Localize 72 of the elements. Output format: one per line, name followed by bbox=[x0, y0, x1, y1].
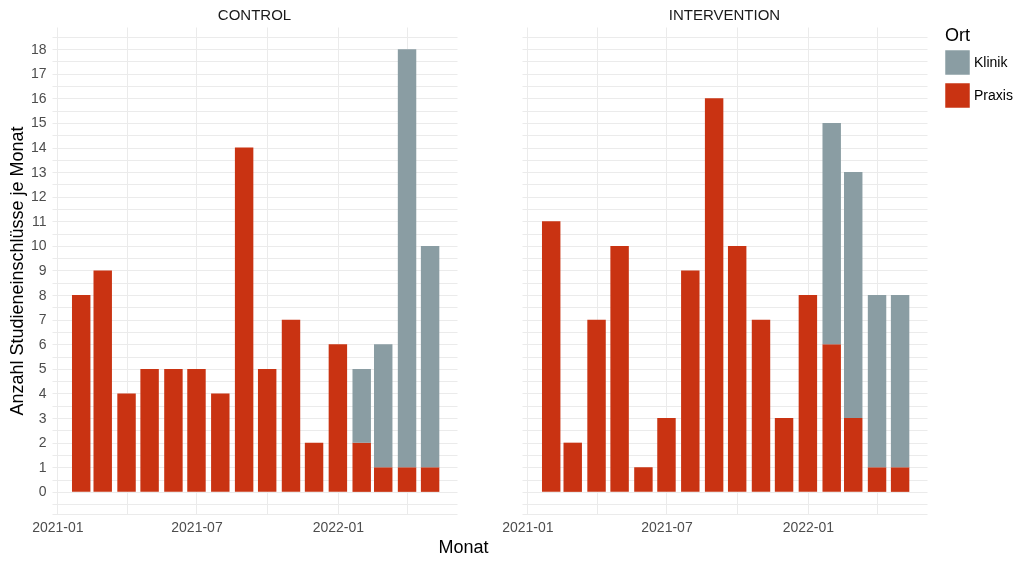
y-tick-label: 13 bbox=[30, 163, 47, 180]
y-tick-label: 16 bbox=[30, 89, 47, 106]
bar bbox=[681, 270, 700, 492]
y-axis-title: Anzahl Studieneinschlüsse je Monat bbox=[6, 126, 27, 416]
y-tick-label: 17 bbox=[30, 65, 47, 82]
bar bbox=[374, 467, 393, 492]
bar bbox=[281, 319, 301, 492]
bar bbox=[257, 368, 277, 492]
y-tick-label: 7 bbox=[38, 311, 47, 328]
bar bbox=[844, 172, 863, 419]
bar bbox=[657, 418, 676, 492]
bar bbox=[93, 270, 112, 492]
bar bbox=[704, 98, 724, 492]
bar bbox=[890, 295, 910, 468]
y-tick-label: 6 bbox=[38, 335, 47, 352]
legend-title: Ort bbox=[945, 25, 970, 45]
bar bbox=[890, 467, 910, 492]
x-axis-title: Monat bbox=[438, 536, 489, 557]
bar bbox=[234, 147, 254, 492]
bar bbox=[822, 122, 841, 345]
bar bbox=[563, 442, 582, 492]
x-tick-label: 2021-01 bbox=[32, 518, 84, 535]
bar bbox=[587, 319, 606, 492]
y-tick-label: 3 bbox=[38, 409, 47, 426]
y-tick-label: 15 bbox=[30, 114, 47, 131]
bar bbox=[71, 295, 91, 492]
bar bbox=[867, 295, 887, 468]
y-tick-label: 14 bbox=[30, 139, 47, 156]
bar bbox=[798, 295, 818, 492]
x-tick-label: 2021-01 bbox=[502, 518, 554, 535]
bar bbox=[140, 368, 159, 492]
chart-title: CONTROL bbox=[217, 6, 292, 23]
x-tick-label: 2022-01 bbox=[782, 518, 835, 535]
bar bbox=[420, 467, 440, 492]
y-tick-label: 5 bbox=[38, 360, 47, 377]
x-tick-label: 2021-07 bbox=[641, 518, 693, 535]
y-tick-label: 2 bbox=[38, 434, 47, 451]
y-tick-label: 18 bbox=[30, 40, 47, 57]
bar bbox=[751, 319, 771, 492]
bar bbox=[541, 221, 561, 492]
y-tick-label: 11 bbox=[31, 212, 47, 229]
bar bbox=[211, 393, 230, 492]
y-tick-label: 9 bbox=[38, 262, 47, 278]
y-tick-label: 12 bbox=[30, 188, 47, 205]
bar bbox=[164, 368, 183, 492]
bar bbox=[304, 442, 324, 492]
y-tick-label: 4 bbox=[38, 384, 47, 401]
y-tick-label: 0 bbox=[38, 483, 47, 500]
x-tick-label: 2021-07 bbox=[171, 518, 223, 535]
bar bbox=[397, 467, 417, 492]
bar bbox=[867, 467, 887, 492]
bar bbox=[187, 368, 206, 492]
bar bbox=[328, 344, 348, 492]
bar bbox=[822, 344, 841, 492]
bar bbox=[610, 245, 629, 492]
bar bbox=[352, 368, 371, 443]
chart-title: INTERVENTION bbox=[668, 6, 781, 23]
bar bbox=[634, 467, 653, 492]
bar bbox=[352, 442, 371, 492]
y-tick-label: 10 bbox=[30, 237, 47, 254]
y-tick-label: 8 bbox=[38, 286, 47, 303]
legend-label: Klinik bbox=[974, 53, 1009, 70]
bar bbox=[374, 344, 393, 468]
bar bbox=[420, 245, 440, 468]
bar bbox=[397, 49, 417, 468]
legend-label: Praxis bbox=[974, 86, 1013, 103]
bar bbox=[774, 418, 794, 492]
bar bbox=[727, 245, 747, 492]
x-tick-label: 2022-01 bbox=[312, 518, 365, 535]
y-tick-label: 1 bbox=[38, 458, 47, 475]
bar bbox=[117, 393, 136, 492]
bar bbox=[844, 418, 863, 492]
